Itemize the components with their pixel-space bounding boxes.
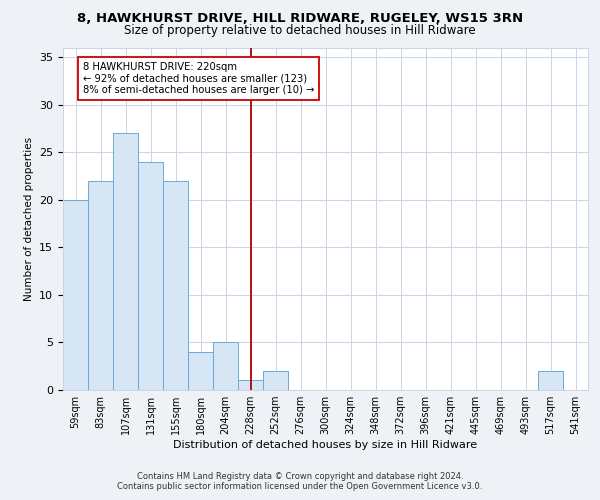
Text: 8, HAWKHURST DRIVE, HILL RIDWARE, RUGELEY, WS15 3RN: 8, HAWKHURST DRIVE, HILL RIDWARE, RUGELE… xyxy=(77,12,523,25)
Bar xyxy=(163,180,188,390)
Bar xyxy=(88,180,113,390)
Bar xyxy=(188,352,213,390)
Bar xyxy=(538,371,563,390)
Bar xyxy=(113,133,138,390)
Text: Size of property relative to detached houses in Hill Ridware: Size of property relative to detached ho… xyxy=(124,24,476,37)
Text: Contains public sector information licensed under the Open Government Licence v3: Contains public sector information licen… xyxy=(118,482,482,491)
Bar xyxy=(63,200,88,390)
Bar xyxy=(238,380,263,390)
Bar xyxy=(263,371,288,390)
Text: 8 HAWKHURST DRIVE: 220sqm
← 92% of detached houses are smaller (123)
8% of semi-: 8 HAWKHURST DRIVE: 220sqm ← 92% of detac… xyxy=(83,62,314,95)
Text: Contains HM Land Registry data © Crown copyright and database right 2024.: Contains HM Land Registry data © Crown c… xyxy=(137,472,463,481)
Bar xyxy=(213,342,238,390)
Bar xyxy=(138,162,163,390)
Y-axis label: Number of detached properties: Number of detached properties xyxy=(23,136,34,301)
X-axis label: Distribution of detached houses by size in Hill Ridware: Distribution of detached houses by size … xyxy=(173,440,478,450)
